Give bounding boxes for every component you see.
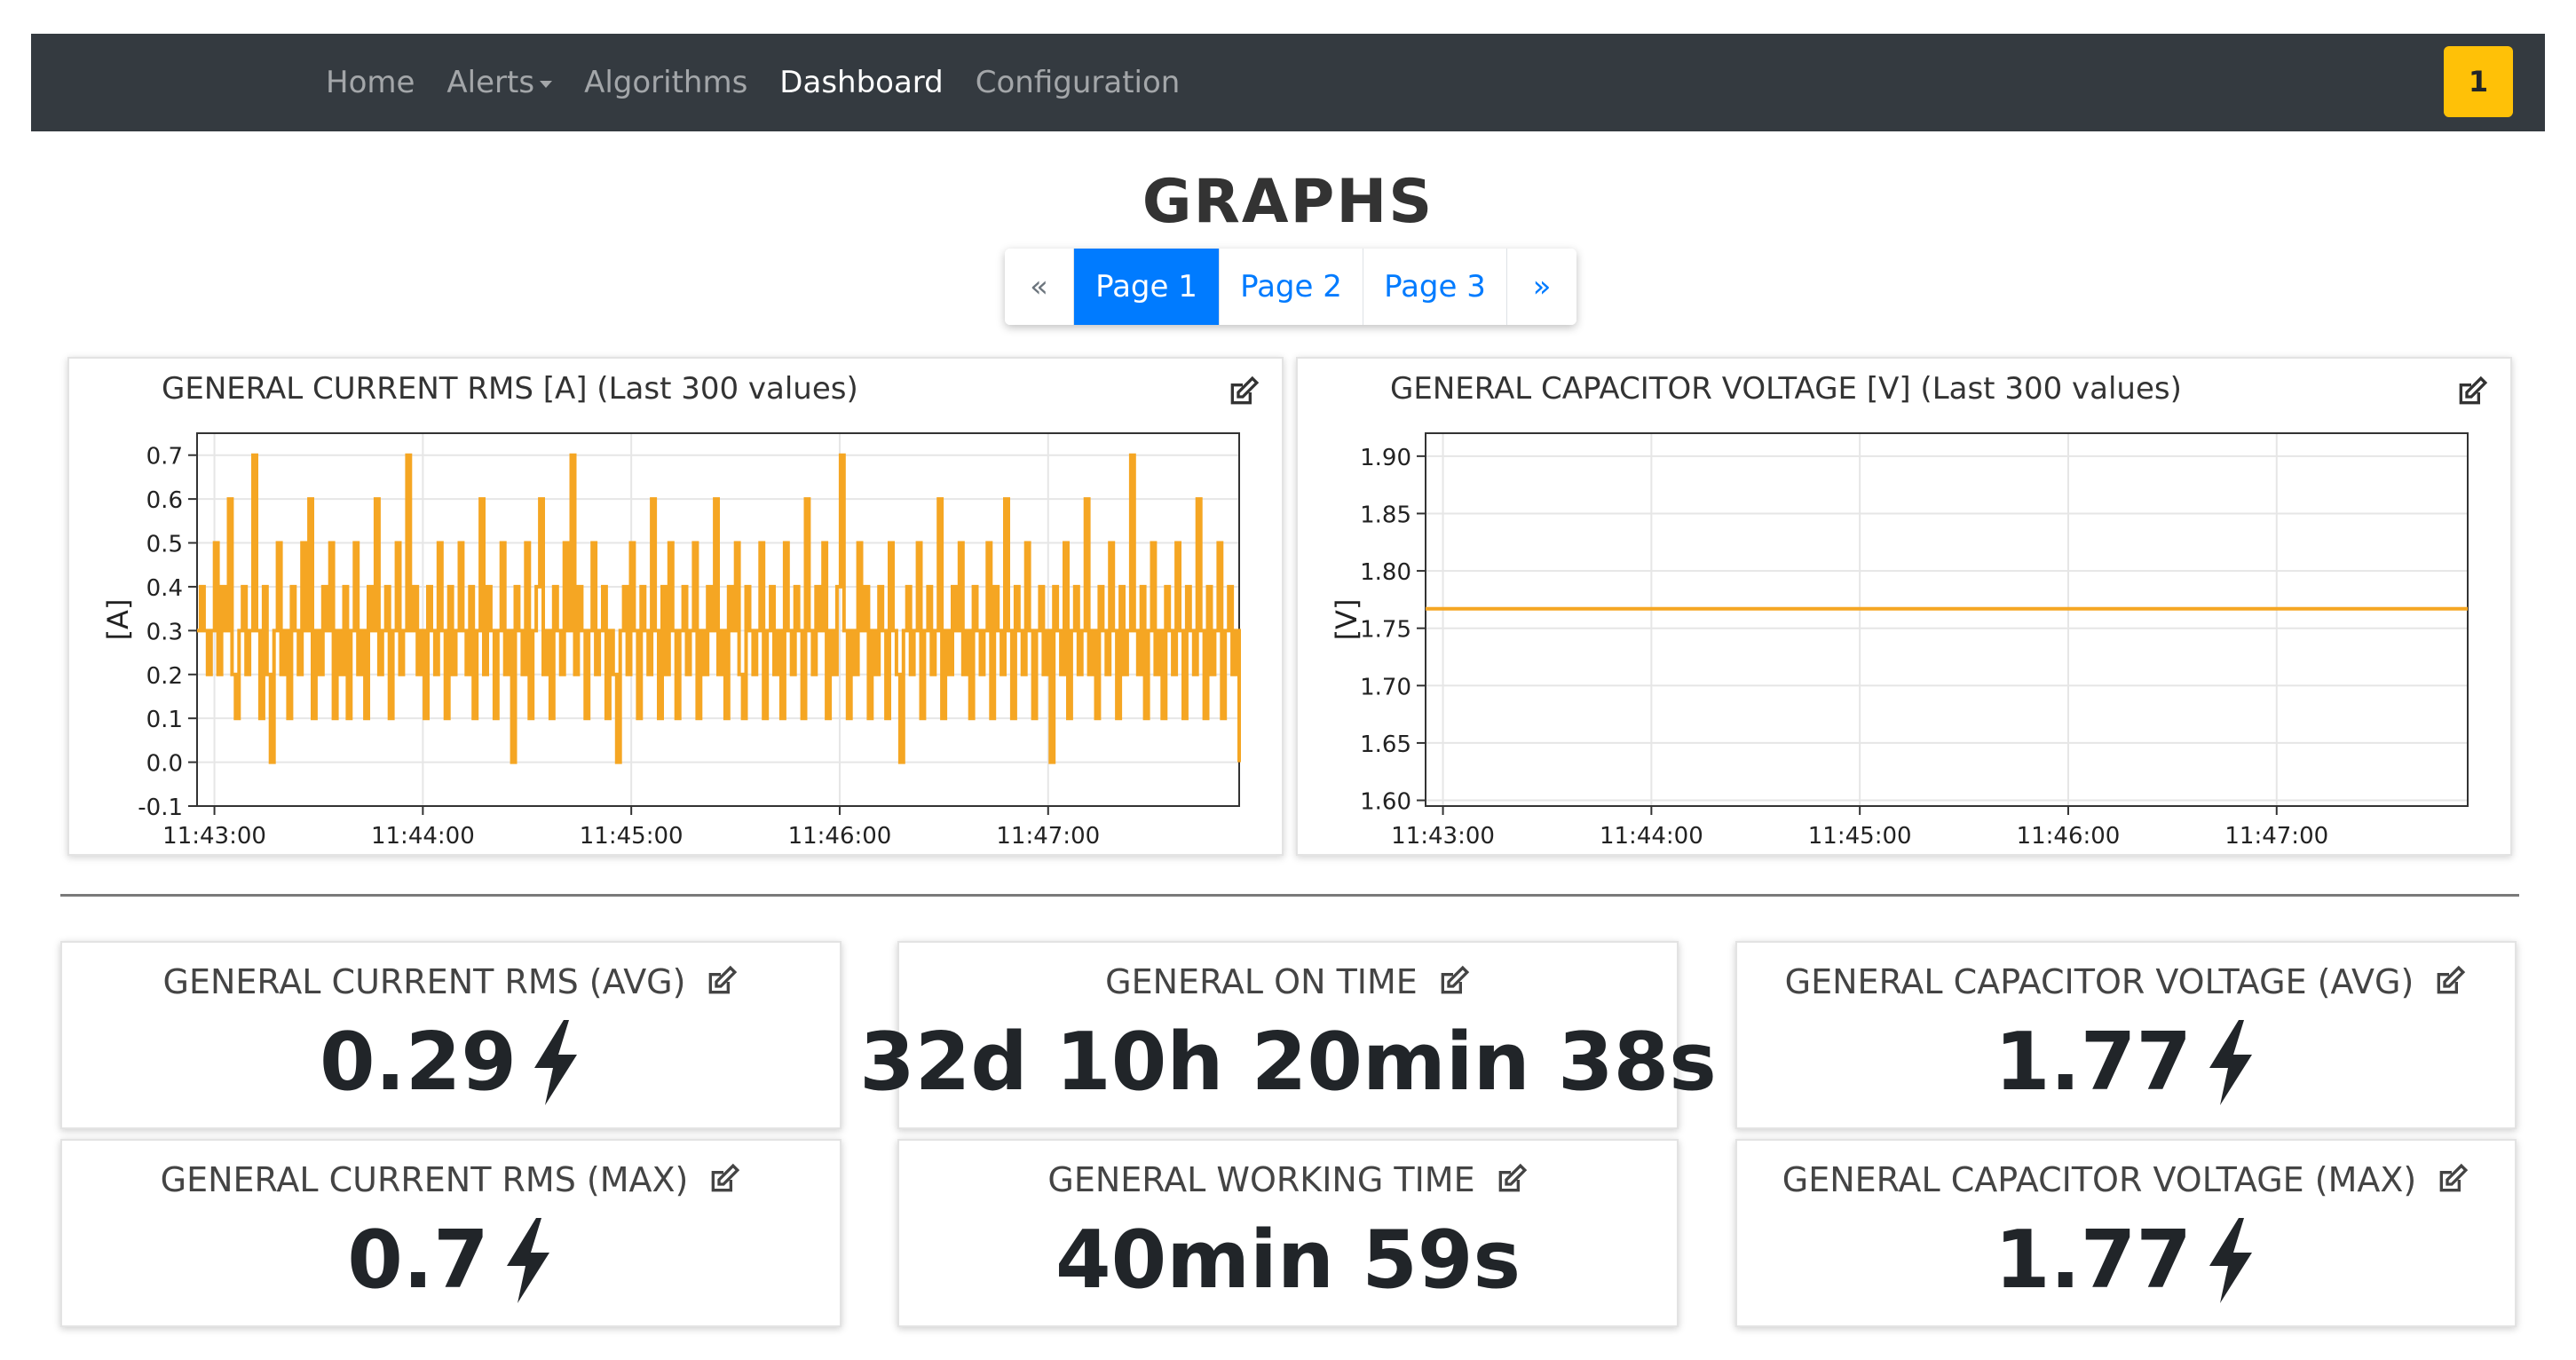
- bolt-icon: [534, 1019, 578, 1105]
- pagination-prev-button[interactable]: «: [1005, 249, 1074, 325]
- y-tick-label: 1.90: [1360, 445, 1411, 471]
- y-tick-label: 0.7: [146, 444, 183, 470]
- y-tick-label: 0.5: [146, 532, 183, 558]
- x-tick-label: 11:44:00: [371, 823, 475, 850]
- x-tick-label: 11:47:00: [2224, 823, 2328, 850]
- stat-value: 32d 10h 20min 38s: [859, 1016, 1717, 1109]
- current-rms-chart-title: GENERAL CURRENT RMS [A] (Last 300 values…: [162, 371, 858, 407]
- x-tick-label: 11:46:00: [2017, 823, 2121, 850]
- edit-icon[interactable]: [2454, 375, 2489, 410]
- y-axis-label: [V]: [1330, 599, 1363, 641]
- x-tick-label: 11:47:00: [996, 823, 1100, 850]
- y-tick-label: 0.2: [146, 663, 183, 690]
- stat-value-row: 1.77: [1737, 1016, 2515, 1109]
- bolt-icon: [506, 1217, 549, 1303]
- edit-icon[interactable]: [1225, 375, 1260, 410]
- nav-algorithms-link[interactable]: Algorithms: [584, 65, 748, 100]
- edit-icon[interactable]: [706, 1162, 741, 1198]
- nav-alerts-label: Alerts: [446, 65, 535, 100]
- y-tick-label: 1.85: [1360, 502, 1411, 528]
- plot-frame: [196, 432, 1240, 807]
- stat-label: GENERAL CAPACITOR VOLTAGE (AVG): [1784, 962, 2414, 1001]
- nav-alerts-dropdown[interactable]: Alerts: [446, 65, 553, 100]
- stat-label: GENERAL ON TIME: [1105, 962, 1418, 1001]
- nav-configuration-link[interactable]: Configuration: [975, 65, 1181, 100]
- y-tick-label: 1.60: [1360, 789, 1411, 816]
- stat-card-voltage-max: GENERAL CAPACITOR VOLTAGE (MAX) 1.77: [1735, 1139, 2517, 1327]
- stat-card-current-max: GENERAL CURRENT RMS (MAX) 0.7: [60, 1139, 842, 1327]
- top-navbar: Home Alerts Algorithms Dashboard Configu…: [31, 34, 2545, 131]
- edit-icon[interactable]: [1435, 964, 1471, 1000]
- stat-value-row: 0.29: [62, 1016, 840, 1109]
- capacitor-voltage-chart-title: GENERAL CAPACITOR VOLTAGE [V] (Last 300 …: [1390, 371, 2182, 407]
- stat-label-row: GENERAL WORKING TIME: [899, 1160, 1677, 1199]
- stat-value-row: 32d 10h 20min 38s: [859, 1016, 1717, 1109]
- current-rms-chart: -0.1 0.0 0.1 0.2 0.3 0.4 0.5 0.6 0.7 11:43:00 11:4…: [101, 432, 1241, 850]
- stat-label: GENERAL CURRENT RMS (MAX): [160, 1160, 689, 1199]
- stat-card-working-time: GENERAL WORKING TIME 40min 59s: [897, 1139, 1679, 1327]
- y-tick-label: 0.1: [146, 707, 183, 733]
- pagination-page-3[interactable]: Page 3: [1363, 249, 1507, 325]
- notification-badge[interactable]: 1: [2444, 46, 2513, 117]
- y-tick-label: -0.1: [138, 795, 183, 821]
- stat-label-row: GENERAL CAPACITOR VOLTAGE (AVG): [1737, 962, 2515, 1001]
- stat-value: 1.77: [1994, 1214, 2193, 1307]
- x-tick-label: 11:43:00: [162, 823, 266, 850]
- stat-value: 40min 59s: [1055, 1214, 1521, 1307]
- series-line: [197, 453, 1241, 764]
- nav-links: Home Alerts Algorithms Dashboard Configu…: [326, 34, 1212, 131]
- pagination: « Page 1 Page 2 Page 3 »: [1005, 249, 1576, 325]
- x-tick-label: 11:46:00: [788, 823, 892, 850]
- x-tick-label: 11:44:00: [1600, 823, 1703, 850]
- y-tick-label: 1.70: [1360, 674, 1411, 700]
- y-axis-label: [A]: [101, 599, 135, 641]
- edit-icon[interactable]: [703, 964, 739, 1000]
- x-tick-label: 11:43:00: [1391, 823, 1495, 850]
- plot-frame: [1425, 432, 2469, 807]
- stat-value-row: 1.77: [1737, 1214, 2515, 1307]
- pagination-page-2[interactable]: Page 2: [1220, 249, 1363, 325]
- pagination-next-button[interactable]: »: [1507, 249, 1576, 325]
- edit-icon[interactable]: [2431, 964, 2467, 1000]
- y-tick-label: 1.80: [1360, 559, 1411, 586]
- stat-label: GENERAL CURRENT RMS (AVG): [162, 962, 686, 1001]
- pagination-page-1[interactable]: Page 1: [1074, 249, 1220, 325]
- x-tick-label: 11:45:00: [580, 823, 684, 850]
- section-divider: [60, 894, 2519, 897]
- edit-icon[interactable]: [1493, 1162, 1529, 1198]
- stat-card-on-time: GENERAL ON TIME 32d 10h 20min 38s: [859, 941, 1717, 1129]
- y-tick-label: 1.75: [1360, 617, 1411, 644]
- caret-down-icon: [540, 81, 553, 88]
- capacitor-voltage-chart-card: 1.60 1.65 1.70 1.75 1.80 1.85 1.90 11:43:00 11:4…: [1296, 357, 2512, 856]
- page-title: GRAPHS: [1142, 167, 1434, 237]
- y-tick-label: 0.3: [146, 619, 183, 645]
- capacitor-voltage-chart: 1.60 1.65 1.70 1.75 1.80 1.85 1.90 11:43:00 11:4…: [1330, 432, 2469, 850]
- stat-label-row: GENERAL CAPACITOR VOLTAGE (MAX): [1737, 1160, 2515, 1199]
- stat-value: 1.77: [1994, 1016, 2193, 1109]
- bolt-icon: [2209, 1217, 2253, 1303]
- y-tick-label: 0.6: [146, 487, 183, 514]
- stat-value: 0.7: [347, 1214, 489, 1307]
- stat-card-voltage-avg: GENERAL CAPACITOR VOLTAGE (AVG) 1.77: [1735, 941, 2517, 1129]
- nav-dashboard-link[interactable]: Dashboard: [779, 65, 944, 100]
- x-tick-label: 11:45:00: [1808, 823, 1912, 850]
- stat-value: 0.29: [319, 1016, 518, 1109]
- stat-value-row: 0.7: [62, 1214, 840, 1307]
- y-tick-label: 0.4: [146, 575, 183, 602]
- bolt-icon: [2209, 1019, 2253, 1105]
- y-tick-label: 1.65: [1360, 731, 1411, 758]
- stat-label-row: GENERAL CURRENT RMS (MAX): [62, 1160, 840, 1199]
- stat-label: GENERAL CAPACITOR VOLTAGE (MAX): [1782, 1160, 2417, 1199]
- nav-home-link[interactable]: Home: [326, 65, 415, 100]
- stat-value-row: 40min 59s: [899, 1214, 1677, 1307]
- edit-icon[interactable]: [2434, 1162, 2469, 1198]
- current-rms-chart-card: -0.1 0.0 0.1 0.2 0.3 0.4 0.5 0.6 0.7 11:43:00 11:4…: [67, 357, 1284, 856]
- stat-label-row: GENERAL ON TIME: [899, 962, 1677, 1001]
- y-tick-label: 0.0: [146, 751, 183, 778]
- stat-label: GENERAL WORKING TIME: [1047, 1160, 1475, 1199]
- stat-card-current-avg: GENERAL CURRENT RMS (AVG) 0.29: [60, 941, 842, 1129]
- stat-label-row: GENERAL CURRENT RMS (AVG): [62, 962, 840, 1001]
